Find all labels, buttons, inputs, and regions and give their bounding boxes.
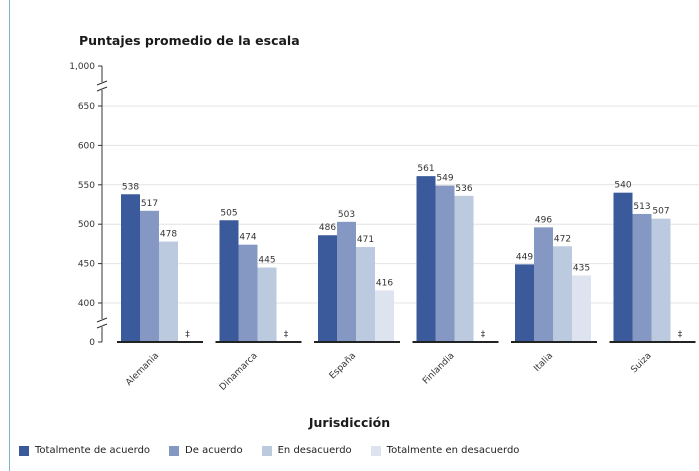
bar-value-label: 540 xyxy=(614,181,631,191)
bar-value-label: 445 xyxy=(258,256,275,266)
bar-value-label: 496 xyxy=(535,215,552,225)
missing-marker: ‡ xyxy=(481,330,486,340)
x-axis-title: Jurisdicción xyxy=(308,415,391,430)
legend-swatch xyxy=(169,445,180,456)
legend-item-en-desacuerdo: En desacuerdo xyxy=(261,445,352,456)
bar xyxy=(534,227,553,342)
bar xyxy=(356,247,375,342)
missing-marker: ‡ xyxy=(678,330,683,340)
bar xyxy=(159,241,178,342)
bar-value-label: 507 xyxy=(652,207,669,217)
bar-value-label: 503 xyxy=(338,210,355,220)
legend-label: Totalmente de acuerdo xyxy=(35,445,151,456)
left-border-rule xyxy=(9,0,10,471)
y-tick-label: 550 xyxy=(78,181,95,191)
bar xyxy=(651,218,671,342)
y-tick-label: 600 xyxy=(78,141,95,151)
legend-swatch xyxy=(19,445,29,456)
axis-break-mark xyxy=(96,317,108,323)
legend-item-de-acuerdo: De acuerdo xyxy=(169,445,243,456)
legend-swatch xyxy=(261,445,272,456)
y-tick-label: 1,000 xyxy=(69,62,95,72)
legend-label: Totalmente en desacuerdo xyxy=(386,445,520,456)
bar xyxy=(632,213,652,342)
bar-value-label: 478 xyxy=(160,230,177,240)
bar-value-label: 471 xyxy=(357,235,374,245)
bar xyxy=(337,221,356,342)
bar xyxy=(238,244,258,342)
legend-label: De acuerdo xyxy=(185,445,243,456)
legend-item-totalmente-de-acuerdo: Totalmente de acuerdo xyxy=(19,445,150,456)
y-tick-label: 450 xyxy=(78,260,95,270)
axis-break-mark xyxy=(96,86,108,92)
bar-value-label: 416 xyxy=(376,278,393,288)
bar xyxy=(416,176,436,342)
bar xyxy=(613,192,633,342)
bar xyxy=(515,264,534,342)
bar-value-label: 486 xyxy=(319,223,336,233)
x-category-label: Alemania xyxy=(124,351,161,388)
bar-value-label: 513 xyxy=(633,202,650,212)
bar xyxy=(435,185,455,342)
chart-title: Puntajes promedio de la escala xyxy=(79,33,300,48)
legend-item-totalmente-en-desacuerdo: Totalmente en desacuerdo xyxy=(370,445,520,456)
y-tick-label: 400 xyxy=(78,299,95,309)
axis-break-mark xyxy=(96,323,108,329)
missing-marker: ‡ xyxy=(185,330,190,340)
bar xyxy=(318,235,337,342)
bar xyxy=(121,194,140,342)
bar xyxy=(375,290,394,342)
bar-value-label: 474 xyxy=(239,233,256,243)
axis-break-gap xyxy=(97,319,107,327)
bar-value-label: 517 xyxy=(141,199,158,209)
missing-marker: ‡ xyxy=(284,330,289,340)
bar-value-label: 472 xyxy=(554,234,571,244)
x-category-label: España xyxy=(328,351,358,381)
bar xyxy=(572,275,591,342)
bar xyxy=(257,267,277,342)
y-tick-label: 0 xyxy=(89,338,95,348)
bar xyxy=(219,220,239,342)
x-category-label: Dinamarca xyxy=(218,351,260,393)
legend-swatch xyxy=(370,445,381,456)
bar-value-label: 449 xyxy=(516,252,533,262)
x-category-label: Finlandia xyxy=(421,351,456,386)
axis-break-gap xyxy=(97,82,107,90)
bar xyxy=(140,210,159,342)
bar-value-label: 561 xyxy=(417,164,434,174)
legend: Totalmente de acuerdo De acuerdo En desa… xyxy=(19,445,538,456)
bar-value-label: 435 xyxy=(573,263,590,273)
bar-value-label: 505 xyxy=(220,208,237,218)
bar-value-label: 549 xyxy=(436,174,453,184)
y-tick-label: 650 xyxy=(78,102,95,112)
bar-value-label: 536 xyxy=(455,184,472,194)
axis-break-mark xyxy=(96,80,108,86)
x-category-label: Suiza xyxy=(629,351,653,375)
bar-value-label: 538 xyxy=(122,182,139,192)
legend-label: En desacuerdo xyxy=(277,445,352,456)
bar xyxy=(553,246,572,342)
bar xyxy=(454,195,474,342)
x-category-label: Italia xyxy=(532,351,555,374)
y-tick-label: 500 xyxy=(78,220,95,230)
